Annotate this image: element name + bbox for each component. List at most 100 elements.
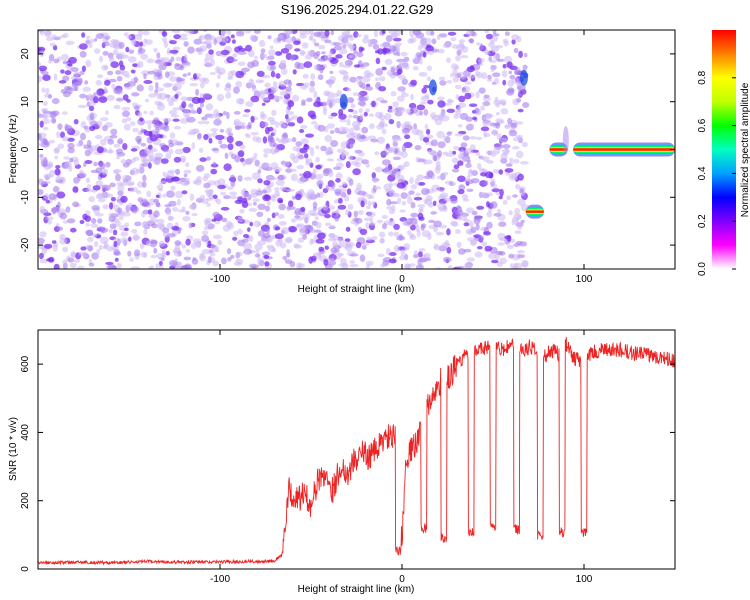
spectrogram-cell bbox=[243, 219, 250, 224]
spectrogram-cell bbox=[310, 255, 317, 262]
spectrogram-cell bbox=[274, 95, 280, 102]
spectrogram-cell bbox=[458, 265, 465, 269]
spectrogram-cell bbox=[366, 237, 373, 241]
spectrogram-cell bbox=[447, 31, 457, 36]
spectrogram-cell bbox=[511, 173, 517, 180]
spectrogram-cell bbox=[404, 193, 411, 198]
spectrogram-cell bbox=[518, 50, 523, 59]
spectrogram-cell bbox=[447, 98, 453, 104]
spectrogram-cell bbox=[150, 148, 158, 153]
spectrogram-cell bbox=[260, 121, 269, 128]
spectrogram-cell bbox=[274, 226, 281, 231]
spectrogram-cell bbox=[190, 107, 195, 113]
spectrogram-cell bbox=[447, 265, 453, 269]
spectrogram-cell bbox=[410, 217, 418, 225]
spectrogram-cell bbox=[296, 165, 305, 170]
spectrogram-cell bbox=[121, 54, 129, 59]
spectrogram-cell bbox=[116, 76, 123, 82]
spectrogram-cell bbox=[403, 243, 411, 251]
spectrogram-cell bbox=[133, 105, 140, 110]
spectrogram-cell bbox=[436, 34, 441, 41]
spectrogram-cell bbox=[218, 139, 223, 145]
spectrogram-cell bbox=[492, 169, 501, 174]
spectrogram-cell bbox=[79, 219, 85, 225]
spectrogram-cell bbox=[249, 221, 254, 227]
spectrogram-cell bbox=[304, 224, 312, 229]
spectrogram-cell bbox=[466, 66, 475, 73]
spectrogram-cell bbox=[427, 99, 434, 105]
spectrogram-cell bbox=[106, 94, 115, 101]
spectrogram-cell bbox=[476, 42, 481, 46]
spectrogram-cell bbox=[519, 188, 524, 194]
spectrogram-cell bbox=[481, 72, 488, 80]
spectrogram-cell bbox=[513, 262, 519, 269]
spectrogram-cell bbox=[290, 54, 295, 62]
spectrogram-cell bbox=[376, 219, 383, 224]
spectrogram-cell bbox=[208, 113, 216, 119]
spectrogram-cell bbox=[217, 52, 221, 56]
spectrogram-cell bbox=[67, 142, 75, 150]
spectrogram-cell bbox=[348, 114, 353, 119]
spectrogram-cell bbox=[282, 132, 288, 138]
spectrogram-cell bbox=[62, 259, 68, 266]
spectrogram-cell bbox=[84, 128, 91, 133]
spectrogram-cell bbox=[237, 150, 245, 158]
spectrogram-cell bbox=[508, 70, 513, 75]
spectrogram-cell bbox=[366, 263, 370, 269]
spectrogram-cell bbox=[183, 169, 192, 174]
spectrogram-cell bbox=[306, 97, 313, 103]
spectrogram-cell bbox=[410, 201, 416, 209]
spectrogram-cell bbox=[424, 123, 429, 130]
spectrogram-cell bbox=[47, 161, 53, 169]
spectrogram-cell bbox=[466, 30, 473, 37]
spectrogram-cell bbox=[450, 73, 454, 78]
spectrogram-cell bbox=[416, 104, 426, 111]
spectrogram-cell bbox=[474, 70, 480, 77]
spectrogram-cell bbox=[287, 100, 295, 108]
spectrogram-cell bbox=[482, 96, 491, 102]
spectrogram-cell bbox=[356, 78, 363, 86]
spectrogram-cell bbox=[181, 101, 187, 109]
spectrogram-cell bbox=[267, 35, 272, 40]
spectrogram-cell bbox=[299, 129, 305, 133]
spectrogram-cell bbox=[324, 134, 333, 143]
spectrogram-cell bbox=[345, 161, 351, 169]
spectrogram-cell bbox=[330, 247, 337, 255]
spectrogram-cell bbox=[54, 155, 59, 160]
spectrogram-cell bbox=[359, 62, 367, 69]
spectrogram-cell bbox=[310, 73, 316, 80]
spectrogram-cell bbox=[136, 84, 144, 92]
spectrogram-cell bbox=[356, 76, 364, 80]
spectrogram-cell bbox=[203, 40, 213, 45]
spectrogram-cell bbox=[174, 63, 180, 67]
spectrogram-cell bbox=[263, 153, 268, 158]
spectrogram-cell bbox=[324, 39, 332, 44]
spectrogram-cell bbox=[508, 130, 518, 137]
spectrogram-cell bbox=[354, 161, 362, 168]
spectrogram-cell bbox=[257, 178, 263, 184]
spectrogram-cell bbox=[493, 147, 501, 155]
spectrogram-cell bbox=[199, 157, 207, 162]
spectrogram-cell bbox=[175, 168, 181, 175]
spectrogram-cell bbox=[423, 84, 430, 89]
snr-ylabel: SNR (10 * v/v) bbox=[8, 417, 19, 481]
spectrogram-cell bbox=[77, 77, 83, 84]
spectrogram-cell bbox=[335, 162, 344, 169]
spectrogram-cell bbox=[384, 58, 393, 65]
spectrogram-cell bbox=[185, 249, 190, 253]
spectrogram-cell bbox=[511, 34, 519, 41]
spectrogram-cell bbox=[463, 263, 473, 269]
spectrogram-cell bbox=[413, 250, 418, 255]
spectrogram-cell bbox=[398, 74, 406, 80]
spectrogram-cell bbox=[130, 206, 140, 213]
spectrogram-cell bbox=[453, 145, 460, 150]
spectrogram-cell bbox=[264, 194, 270, 200]
spectrogram-cell bbox=[142, 174, 147, 182]
spectrogram-cell bbox=[467, 230, 473, 235]
spectrogram-cell bbox=[500, 153, 508, 160]
spectrogram-cell bbox=[142, 30, 150, 36]
spectrogram-cell bbox=[384, 113, 392, 121]
snr-xtick-label: 0 bbox=[399, 574, 405, 585]
spectrogram-cell bbox=[475, 91, 480, 99]
spectrogram-cell bbox=[410, 212, 419, 218]
